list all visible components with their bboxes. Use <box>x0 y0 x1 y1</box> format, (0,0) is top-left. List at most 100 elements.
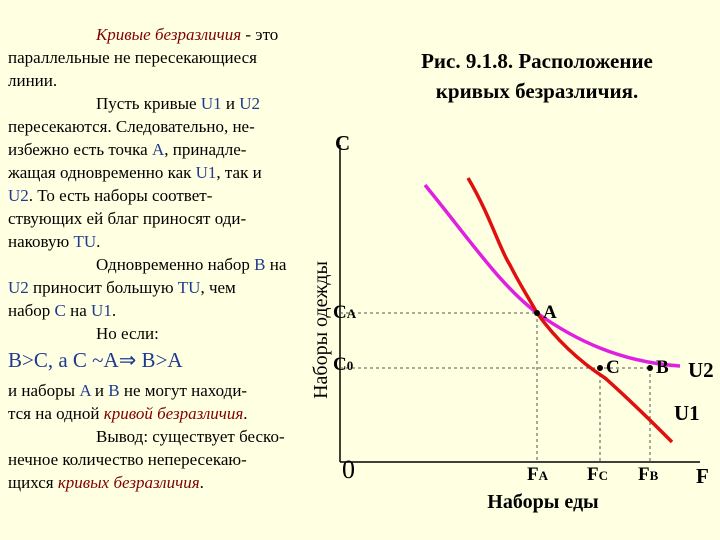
text-line: нечное количество непересекаю- <box>8 449 247 471</box>
text: . <box>243 404 248 423</box>
labels: A C B U2 U1 C F 0 CA C0 FA FC FB Наборы … <box>310 131 714 513</box>
text: A <box>151 140 165 159</box>
text: . <box>111 301 117 320</box>
tick-main: F <box>587 464 599 485</box>
tick-sub: A <box>347 306 357 321</box>
text: приносит большую <box>28 278 178 297</box>
text: пересекаются. Следовательно, не- <box>8 117 255 136</box>
origin-label: 0 <box>342 455 355 484</box>
curve-label: U2 <box>688 358 714 382</box>
text: Но если: <box>96 324 159 343</box>
tick-sub: C <box>599 468 608 483</box>
text: . <box>199 473 204 492</box>
text: не могут находи- <box>119 381 248 400</box>
text: наковую <box>8 232 74 251</box>
text: . <box>96 232 101 251</box>
text: и <box>221 94 240 113</box>
text-line: параллельные не пересекающиеся <box>8 47 257 69</box>
text: Кривые безразличия <box>96 25 242 44</box>
text: набор <box>8 301 55 320</box>
figure-title: Рис. 9.1.8. Расположение <box>421 49 653 73</box>
text-line: Но если: <box>96 323 159 345</box>
text: Пусть кривые <box>96 94 201 113</box>
text: - это <box>241 25 279 44</box>
text: щихся <box>8 473 58 492</box>
tick-sub: 0 <box>347 358 354 373</box>
text-line: Пусть кривые U1 и U2 <box>96 93 260 115</box>
x-tick-label: FB <box>638 464 659 485</box>
text-line: Одновременно набор B на <box>96 254 286 276</box>
text-line: линии. <box>8 70 57 92</box>
text: , чем <box>200 278 236 297</box>
text: ствующих ей благ приносят оди- <box>8 209 247 228</box>
text: нечное количество непересекаю- <box>8 450 247 469</box>
text: U2 <box>8 278 29 297</box>
text-line: Кривые безразличия - это <box>96 24 278 46</box>
text-line: ствующих ей благ приносят оди- <box>8 208 246 230</box>
y-tick-label: CA <box>333 302 357 323</box>
text-line: и наборы A и B не могут находи- <box>8 380 247 402</box>
text: B>C, а C ~A⇒ B>A <box>8 348 183 372</box>
x-tick-label: FC <box>587 464 608 485</box>
text-line: наковую TU. <box>8 231 100 253</box>
text-line: щихся кривых безразличия. <box>8 472 204 494</box>
axis-letter: C <box>335 131 350 155</box>
text: и наборы <box>8 381 80 400</box>
text: , принадле- <box>164 140 247 159</box>
text: линии. <box>8 71 58 90</box>
text: B <box>254 255 266 274</box>
text: и <box>90 381 109 400</box>
text-line: B>C, а C ~A⇒ B>A <box>8 346 183 376</box>
tick-sub: B <box>650 468 659 483</box>
text: жащая одновременно как <box>8 163 196 182</box>
text-line: Вывод: существует беско- <box>96 426 285 448</box>
text-line: пересекаются. Следовательно, не- <box>8 116 255 138</box>
text: параллельные не пересекающиеся <box>8 48 257 67</box>
text: A <box>79 381 91 400</box>
text-line: жащая одновременно как U1, так и <box>8 162 262 184</box>
text: на <box>65 301 92 320</box>
text-line: U2. То есть наборы соответ- <box>8 185 212 207</box>
text: TU <box>177 278 201 297</box>
text: Вывод: существует беско- <box>96 427 285 446</box>
y-tick-label: C0 <box>333 354 353 375</box>
text: на <box>265 255 287 274</box>
text: кривых безразличия <box>57 473 200 492</box>
tick-main: C <box>333 302 347 323</box>
x-axis-label: Наборы еды <box>487 491 599 513</box>
text: U2 <box>8 186 29 205</box>
y-axis-label: Наборы одежды <box>310 261 332 399</box>
curve-u2 <box>423 183 681 368</box>
text: U1 <box>195 163 217 182</box>
point-label: A <box>543 302 557 323</box>
text: TU <box>73 232 97 251</box>
point <box>597 365 603 371</box>
text: Одновременно набор <box>96 255 255 274</box>
point-label: C <box>606 357 620 378</box>
axis-letter: F <box>696 464 709 488</box>
point <box>534 310 540 316</box>
figure-title: кривых безразличия. <box>436 79 638 103</box>
curve-u1 <box>466 177 674 444</box>
text: тся на одной <box>8 404 104 423</box>
guides <box>340 312 651 462</box>
text-line: тся на одной кривой безразличия. <box>8 403 248 425</box>
curve-label: U1 <box>674 401 700 425</box>
x-tick-label: FA <box>527 464 549 485</box>
text: , так и <box>216 163 262 182</box>
text-line: набор C на U1. <box>8 300 116 322</box>
text: U1 <box>91 301 112 320</box>
text: кривой безразличия <box>103 404 244 423</box>
tick-main: F <box>638 464 650 485</box>
text: B <box>108 381 120 400</box>
text: C <box>54 301 66 320</box>
text-line: U2 приносит большую TU, чем <box>8 277 236 299</box>
tick-main: F <box>527 464 539 485</box>
tick-sub: A <box>539 468 549 483</box>
point-label: B <box>656 357 669 378</box>
text-line: избежно есть точка A, принадле- <box>8 139 246 161</box>
text: избежно есть точка <box>8 140 152 159</box>
text: U2 <box>239 94 261 113</box>
